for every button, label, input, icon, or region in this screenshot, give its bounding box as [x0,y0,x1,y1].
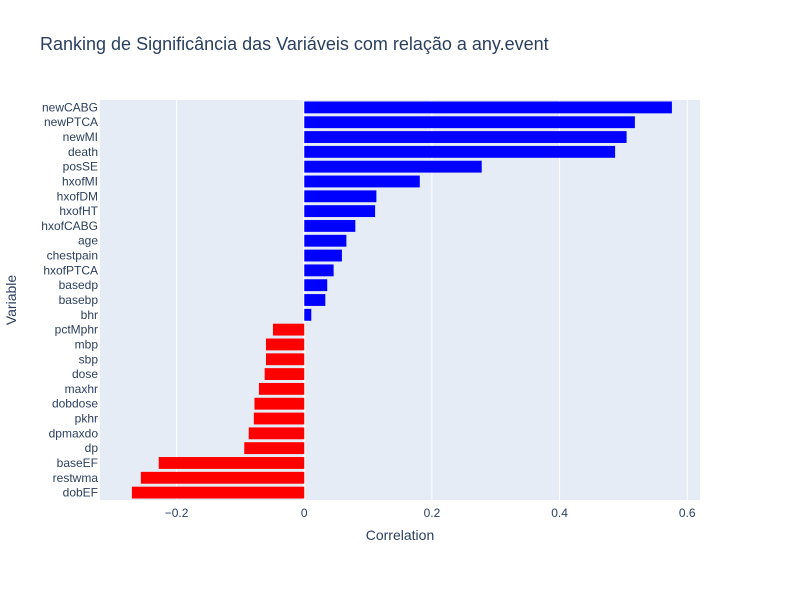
y-tick-label: dose [72,367,98,381]
bar-hxofCABG [304,220,356,232]
y-tick-label: chestpain [47,249,98,263]
y-tick-label: basebp [59,293,99,307]
y-tick-label: bhr [81,308,98,322]
y-tick-label: restwma [53,471,99,485]
bar-pkhr [253,412,305,425]
y-tick-label: death [68,145,98,159]
bar-restwma [140,471,305,484]
x-tick-labels: −0.2 0 0.2 0.4 0.6 [165,506,696,520]
bar-newCABG [304,101,672,114]
bar-posSE [304,160,482,173]
y-tick-label: dp [85,441,99,455]
plot-area [100,100,700,500]
y-tick-label: pkhr [75,412,98,426]
bar-dp [244,442,305,455]
x-tick-label: −0.2 [165,506,189,520]
x-tick-label: 0.2 [424,506,441,520]
bar-basedp [304,279,328,292]
y-tick-label: dobEF [63,486,98,500]
bars [131,101,672,499]
bar-dobdose [254,397,305,410]
y-tick-label: pctMphr [55,323,98,337]
bar-newMI [304,131,627,143]
bar-basebp [304,294,326,306]
y-tick-label: hxofHT [59,204,98,218]
y-tick-label: hxofDM [57,189,98,203]
x-axis-title: Correlation [366,527,434,543]
y-tick-label: newCABG [42,100,98,114]
bar-dose [264,368,305,380]
y-tick-label: dobdose [52,397,98,411]
y-tick-label: hxofMI [62,174,98,188]
y-tick-label: baseEF [57,456,98,470]
y-tick-label: hxofPTCA [43,263,98,277]
bar-dpmaxdo [248,427,305,440]
bar-age [304,234,347,247]
bar-sbp [265,353,305,366]
bar-newPTCA [304,116,635,129]
bar-maxhr [258,382,305,395]
bar-dobEF [131,486,305,499]
x-tick-label: 0.6 [679,506,696,520]
y-tick-label: posSE [63,160,98,174]
y-tick-label: maxhr [65,382,98,396]
bar-hxofMI [304,175,420,188]
bar-bhr [304,308,312,321]
x-tick-label: 0 [301,506,308,520]
y-axis-title: Variable [3,275,19,326]
y-tick-label: basedp [59,278,99,292]
bar-hxofPTCA [304,264,334,277]
bar-hxofHT [304,205,376,218]
bar-mbp [265,338,305,351]
bar-pctMphr [272,323,305,336]
y-tick-label: dpmaxdo [49,426,99,440]
chart-title: Ranking de Significância das Variáveis c… [40,34,549,54]
bar-chestpain [304,249,342,262]
y-tick-label: mbp [75,337,99,351]
y-tick-label: hxofCABG [41,219,98,233]
y-tick-labels: newCABGnewPTCAnewMIdeathposSEhxofMIhxofD… [41,100,98,499]
y-tick-label: age [78,234,98,248]
y-tick-label: newMI [63,130,98,144]
bar-hxofDM [304,190,377,203]
x-tick-label: 0.4 [551,506,568,520]
bar-baseEF [158,457,305,469]
y-tick-label: newPTCA [44,115,98,129]
bar-death [304,145,616,158]
y-tick-label: sbp [79,352,99,366]
